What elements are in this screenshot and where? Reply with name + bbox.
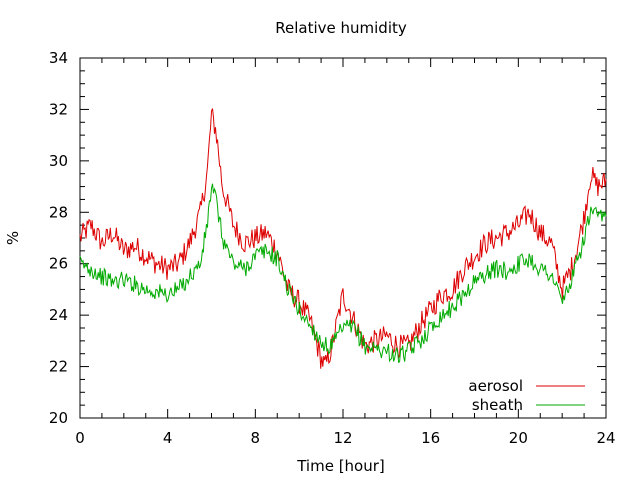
plot-frame [79, 57, 607, 419]
x-axis-label: Time [hour] [296, 457, 385, 475]
legend-label-aerosol: aerosol [468, 377, 523, 395]
x-tick-label: 4 [163, 429, 173, 447]
x-tick-label: 12 [333, 429, 352, 447]
x-tick-label: 24 [596, 429, 615, 447]
y-tick-label: 20 [49, 409, 68, 427]
y-axis-label: % [4, 231, 22, 245]
series-line-sheath [79, 183, 607, 364]
x-tick-label: 16 [421, 429, 440, 447]
legend: aerosol sheath [468, 377, 585, 414]
x-tick-label: 8 [251, 429, 261, 447]
x-tick-label: 20 [509, 429, 528, 447]
legend-label-sheath: sheath [472, 396, 523, 414]
y-tick-label: 30 [49, 152, 68, 170]
x-tick-label: 0 [75, 429, 85, 447]
axis-ticks [79, 57, 607, 419]
y-tick-label: 32 [49, 100, 68, 118]
chart-title: Relative humidity [275, 19, 407, 37]
y-tick-label: 34 [49, 49, 68, 67]
y-tick-label: 22 [49, 358, 68, 376]
y-tick-label: 24 [49, 306, 68, 324]
series-lines [79, 108, 607, 369]
x-tick-labels: 0 4 8 12 16 20 24 [75, 429, 615, 447]
y-tick-label: 28 [49, 203, 68, 221]
series-line-aerosol [79, 108, 607, 369]
y-tick-label: 26 [49, 255, 68, 273]
y-tick-labels: 20 22 24 26 28 30 32 34 [49, 49, 68, 427]
